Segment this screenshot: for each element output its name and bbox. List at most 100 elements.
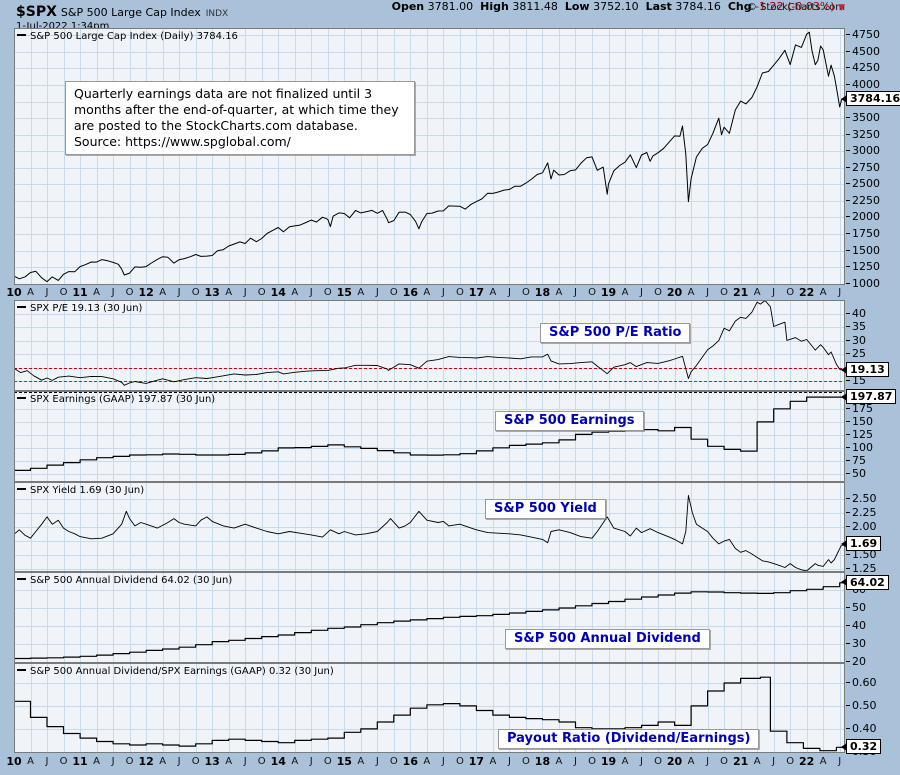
y-axis-tick: 150 (846, 415, 873, 428)
yield-chart (14, 482, 845, 572)
y-axis-tick: 2250 (846, 194, 880, 207)
y-axis-tick: 1.25 (846, 562, 877, 575)
pe-chart (14, 300, 845, 391)
dividend-panel-legend: S&P 500 Annual Dividend 64.02 (30 Jun) (17, 575, 232, 586)
open-value: 3781.00 (427, 0, 474, 13)
x-axis-tick: J (375, 287, 379, 298)
x-axis-tick: J (838, 287, 842, 298)
x-axis-tick: J (111, 287, 115, 298)
y-axis-tick: 2500 (846, 177, 880, 190)
x-axis-tick: A (621, 756, 629, 767)
y-axis-tick: 50 (846, 601, 866, 614)
x-axis-tick: A (753, 287, 761, 298)
x-axis-tick: J (574, 287, 577, 298)
x-axis-tick: A (753, 756, 761, 767)
pe-ratio-label: S&P 500 P/E Ratio (540, 323, 691, 343)
y-axis-tick: 0.40 (846, 722, 877, 735)
x-axis-tick: J (375, 756, 379, 767)
y-axis-tick: 3500 (846, 111, 880, 124)
quote-strip: Open 3781.00 High 3811.48 Low 3752.10 Last … (392, 0, 845, 13)
payout-value-tag: 0.32 (840, 739, 882, 755)
y-axis-tick: 1500 (846, 244, 880, 257)
y-axis-tick: 30 (846, 334, 866, 347)
x-axis-tick: O (720, 287, 729, 298)
x-axis-tick: O (654, 287, 662, 298)
x-axis-tick: A (423, 756, 431, 767)
x-axis-tick: 14 (270, 755, 286, 768)
x-axis-tick: J (772, 287, 776, 298)
x-axis-tick: J (772, 756, 776, 767)
legend-line-swatch (17, 397, 26, 399)
chg-value: -1.22 (-0.03%) (755, 0, 835, 13)
x-axis-tick: 20 (666, 755, 683, 768)
x-axis-tick: A (27, 756, 34, 767)
x-axis-tick: A (819, 756, 827, 767)
y-axis-tick: 20 (846, 655, 866, 668)
x-axis-tick: 16 (402, 286, 418, 299)
x-axis-tick: A (159, 756, 167, 767)
last-label: Last (645, 0, 672, 13)
symbol: $SPX (16, 4, 57, 20)
legend-line-swatch (17, 488, 26, 490)
yield-panel-legend: SPX Yield 1.69 (30 Jun) (17, 485, 144, 496)
dividend-label: S&P 500 Annual Dividend (505, 629, 710, 649)
payout-chart (14, 663, 845, 753)
chart-header: $SPX S&P 500 Large Cap Index INDX © StockC… (0, 0, 900, 32)
x-axis-tick: O (191, 756, 200, 767)
x-axis-tick: J (507, 756, 511, 767)
x-axis-tick: A (423, 287, 431, 298)
symbol-name: S&P 500 Large Cap Index (60, 6, 201, 19)
earnings-label: S&P 500 Earnings (495, 411, 644, 431)
y-axis-tick: 1000 (846, 277, 880, 290)
y-axis-tick: 4250 (846, 61, 880, 74)
y-axis-tick: 0.50 (846, 699, 877, 712)
y-axis-tick: 1750 (846, 227, 880, 240)
x-axis-tick: J (507, 287, 511, 298)
high-label: High (480, 0, 509, 13)
x-axis-tick: 18 (534, 286, 551, 299)
y-axis-tick: 125 (846, 428, 873, 441)
x-axis-tick: J (177, 756, 181, 767)
x-axis-tick: 11 (72, 755, 88, 768)
low-label: Low (564, 0, 590, 13)
x-axis-tick: O (455, 756, 464, 767)
pe-panel-legend: SPX P/E 19.13 (30 Jun) (17, 303, 142, 314)
x-axis-tick: 21 (732, 286, 749, 299)
price-value-tag: 3784.16 (840, 91, 900, 107)
y-axis-tick: 2000 (846, 210, 880, 223)
x-axis-tick: O (522, 756, 530, 767)
x-axis-tick: O (389, 287, 398, 298)
x-axis-tick: O (323, 756, 332, 767)
earnings-panel-legend: SPX Earnings (GAAP) 197.87 (30 Jun) (17, 394, 215, 405)
y-axis-tick: 75 (846, 454, 866, 467)
x-axis-tick: J (640, 756, 643, 767)
x-axis-tick: 16 (402, 755, 418, 768)
y-axis-tick: 50 (846, 467, 866, 480)
annotation-box: Quarterly earnings data are not finalize… (65, 81, 415, 155)
yield-label: S&P 500 Yield (485, 499, 606, 519)
x-axis-tick: 15 (336, 286, 352, 299)
x-axis-tick: A (819, 287, 827, 298)
x-axis-tick: J (45, 287, 49, 298)
x-axis-tick: O (59, 756, 68, 767)
x-axis-tick: J (309, 756, 313, 767)
x-axis-tick: 20 (666, 286, 683, 299)
y-axis-tick: 15 (846, 374, 866, 387)
x-axis-tick: 17 (468, 755, 485, 768)
x-axis-tick: A (555, 287, 563, 298)
x-axis-tick: 22 (799, 286, 815, 299)
legend-line-swatch (17, 34, 26, 36)
x-axis-tick: A (621, 287, 629, 298)
x-axis-tick: 18 (534, 755, 551, 768)
y-axis-tick: 30 (846, 637, 866, 650)
x-axis-tick: O (191, 287, 200, 298)
dividend-value-tag: 64.02 (841, 574, 889, 590)
x-axis-tick: O (786, 287, 795, 298)
x-axis-tick: J (441, 287, 445, 298)
x-axis-tick: J (574, 756, 577, 767)
x-axis-tick: 19 (600, 755, 617, 768)
x-axis-tick: J (45, 756, 49, 767)
x-axis-tick: J (640, 287, 643, 298)
x-axis-tick: 10 (6, 755, 22, 768)
